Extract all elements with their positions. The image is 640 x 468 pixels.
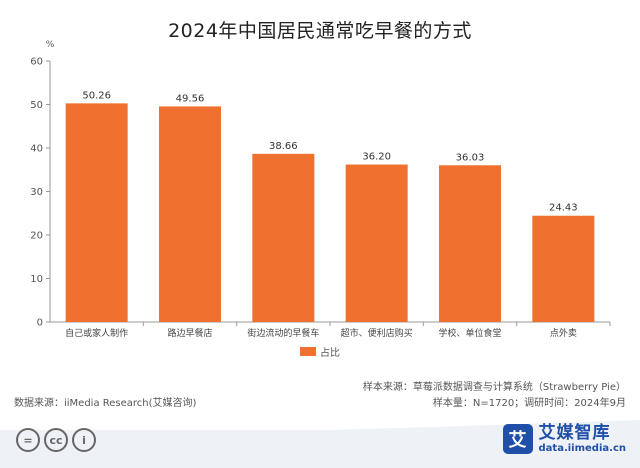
brand-logo: 艾	[502, 424, 533, 454]
x-tick-label: 学校、单位食堂	[438, 327, 501, 339]
y-tick-label: 0	[37, 318, 43, 329]
equals-icon: =	[16, 428, 40, 452]
x-tick-label: 街边流动的早餐车	[247, 327, 319, 339]
data-source: 数据来源：iiMedia Research(艾媒咨询)	[14, 398, 197, 409]
y-tick-label: 10	[30, 274, 43, 285]
chart-title: 2024年中国居民通常吃早餐的方式	[168, 20, 472, 42]
brand-name: 艾媒智库	[538, 423, 611, 444]
bar	[532, 215, 595, 322]
legend-label: 占比	[320, 348, 340, 359]
data-label: 49.56	[176, 93, 205, 104]
bar	[439, 165, 501, 322]
bar	[65, 103, 128, 322]
data-label: 36.03	[456, 152, 485, 163]
y-tick-label: 30	[30, 187, 43, 198]
bar	[159, 106, 221, 322]
sample-source: 样本来源：草莓派数据调查与计算系统（Strawberry Pie）	[362, 382, 626, 393]
brand[interactable]: 艾 艾媒智库 data.iimedia.cn	[502, 423, 626, 454]
sample-size: 样本量：N=1720；调研时间：2024年9月	[432, 398, 626, 409]
footer-band	[0, 420, 640, 468]
y-tick-label: 50	[30, 100, 43, 111]
bar	[345, 164, 408, 322]
data-label: 36.20	[362, 152, 391, 163]
legend-swatch	[300, 347, 316, 356]
brand-url: data.iimedia.cn	[538, 442, 626, 454]
x-tick-label: 自己或家人制作	[65, 327, 128, 339]
license-icons: = cc i	[16, 428, 96, 452]
y-tick-label: 20	[30, 231, 43, 242]
data-label: 38.66	[269, 141, 298, 152]
x-tick-label: 点外卖	[550, 327, 577, 339]
data-label: 24.43	[549, 203, 578, 214]
bar	[252, 153, 315, 322]
y-axis-unit: %	[46, 40, 55, 50]
person-icon: i	[72, 428, 96, 452]
data-label: 50.26	[82, 90, 111, 101]
x-tick-label: 超市、便利店购买	[341, 327, 413, 339]
legend: 占比	[300, 344, 340, 359]
x-tick-label: 路边早餐店	[167, 327, 212, 339]
y-tick-label: 60	[30, 57, 43, 68]
cc-icon: cc	[44, 428, 68, 452]
y-tick-label: 40	[30, 144, 43, 155]
sample-info: 样本来源：草莓派数据调查与计算系统（Strawberry Pie） 样本量：N=…	[363, 380, 626, 412]
